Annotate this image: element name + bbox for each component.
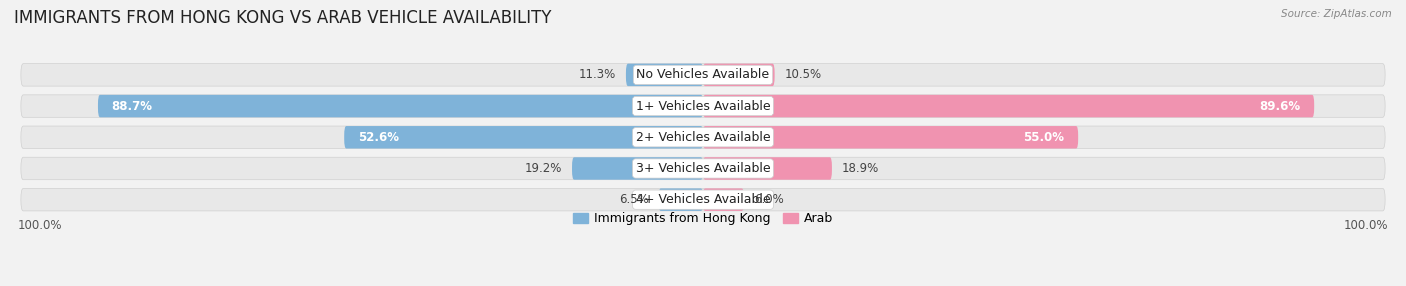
Text: 52.6%: 52.6% (359, 131, 399, 144)
Text: 1+ Vehicles Available: 1+ Vehicles Available (636, 100, 770, 113)
FancyBboxPatch shape (658, 188, 703, 211)
Text: 11.3%: 11.3% (578, 68, 616, 82)
FancyBboxPatch shape (626, 64, 703, 86)
FancyBboxPatch shape (703, 188, 744, 211)
FancyBboxPatch shape (21, 157, 1385, 180)
FancyBboxPatch shape (98, 95, 703, 117)
Text: 6.5%: 6.5% (619, 193, 648, 206)
FancyBboxPatch shape (703, 126, 1078, 148)
Text: 89.6%: 89.6% (1260, 100, 1301, 113)
FancyBboxPatch shape (703, 95, 1315, 117)
Text: No Vehicles Available: No Vehicles Available (637, 68, 769, 82)
Legend: Immigrants from Hong Kong, Arab: Immigrants from Hong Kong, Arab (572, 212, 834, 225)
FancyBboxPatch shape (572, 157, 703, 180)
Text: 10.5%: 10.5% (785, 68, 823, 82)
FancyBboxPatch shape (703, 157, 832, 180)
FancyBboxPatch shape (21, 126, 1385, 148)
FancyBboxPatch shape (703, 64, 775, 86)
Text: 2+ Vehicles Available: 2+ Vehicles Available (636, 131, 770, 144)
Text: 19.2%: 19.2% (524, 162, 562, 175)
Text: 100.0%: 100.0% (1344, 219, 1389, 232)
Text: 6.0%: 6.0% (754, 193, 785, 206)
Text: 88.7%: 88.7% (111, 100, 153, 113)
Text: 18.9%: 18.9% (842, 162, 879, 175)
Text: 55.0%: 55.0% (1024, 131, 1064, 144)
FancyBboxPatch shape (344, 126, 703, 148)
FancyBboxPatch shape (21, 188, 1385, 211)
Text: 4+ Vehicles Available: 4+ Vehicles Available (636, 193, 770, 206)
Text: Source: ZipAtlas.com: Source: ZipAtlas.com (1281, 9, 1392, 19)
Text: 100.0%: 100.0% (17, 219, 62, 232)
Text: 3+ Vehicles Available: 3+ Vehicles Available (636, 162, 770, 175)
FancyBboxPatch shape (21, 95, 1385, 117)
FancyBboxPatch shape (21, 64, 1385, 86)
Text: IMMIGRANTS FROM HONG KONG VS ARAB VEHICLE AVAILABILITY: IMMIGRANTS FROM HONG KONG VS ARAB VEHICL… (14, 9, 551, 27)
